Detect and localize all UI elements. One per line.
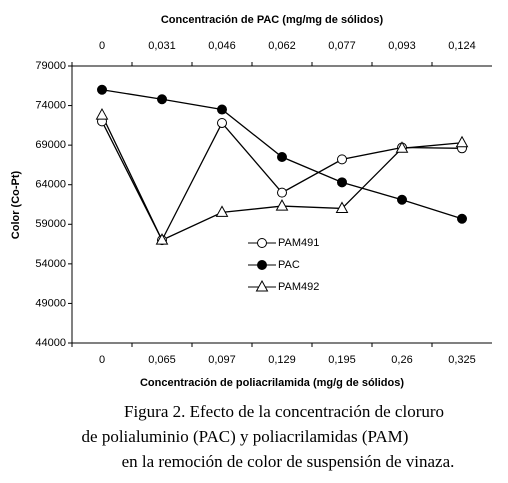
marker — [275, 199, 289, 211]
marker — [277, 187, 287, 198]
x-tick-label: 0,195 — [328, 354, 356, 366]
marker — [155, 233, 169, 245]
x-axis-title: Concentración de poliacrilamida (mg/g de… — [140, 377, 404, 389]
marker — [95, 108, 109, 120]
caption-line: en la remoción de color de suspensión de… — [122, 452, 455, 471]
marker — [337, 154, 347, 165]
caption-line: de polialuminio (PAC) y poliacrilamidas … — [82, 427, 409, 446]
y-tick-label: 59000 — [35, 218, 66, 230]
marker — [335, 201, 349, 213]
y-tick-label: 54000 — [35, 258, 66, 270]
marker — [157, 94, 167, 105]
y-tick-label: 64000 — [35, 179, 66, 191]
series-line — [101, 121, 463, 242]
x-tick-label: 0 — [99, 354, 105, 366]
x-tick-label: 0,325 — [448, 354, 476, 366]
marker — [457, 213, 467, 224]
top-tick-label: 0 — [99, 40, 105, 52]
y-tick-label: 49000 — [35, 297, 66, 309]
marker — [395, 141, 409, 153]
top-tick-label: 0,093 — [388, 40, 416, 52]
marker — [397, 194, 407, 205]
marker — [217, 117, 227, 128]
top-axis-title: Concentración de PAC (mg/mg de sólidos) — [161, 14, 384, 26]
x-tick-label: 0,129 — [268, 354, 296, 366]
marker — [455, 135, 469, 148]
y-tick-label: 79000 — [35, 60, 66, 72]
top-tick-label: 0,062 — [268, 40, 296, 52]
top-tick-label: 0,077 — [328, 40, 356, 52]
top-tick-label: 0,031 — [148, 40, 176, 52]
x-tick-label: 0,065 — [148, 354, 176, 366]
marker — [257, 260, 267, 270]
marker — [97, 84, 107, 95]
marker — [257, 238, 267, 248]
marker — [215, 205, 229, 217]
marker — [255, 279, 269, 292]
top-tick-label: 0,124 — [448, 40, 476, 52]
x-tick-label: 0,26 — [391, 354, 412, 366]
top-tick-label: 0,046 — [208, 40, 236, 52]
legend-label: PAM492 — [278, 281, 319, 293]
legend-label: PAC — [278, 259, 300, 271]
caption-line: Figura 2. Efecto de la concentración de … — [124, 402, 444, 421]
series-line — [101, 114, 463, 241]
y-tick-label: 44000 — [35, 337, 66, 349]
y-tick-label: 74000 — [35, 99, 66, 111]
y-tick-label: 69000 — [35, 139, 66, 151]
marker — [277, 152, 287, 163]
legend-label: PAM491 — [278, 237, 319, 249]
marker — [217, 104, 227, 115]
marker — [337, 177, 347, 188]
y-axis-title: Color (Co-Pt) — [10, 170, 22, 239]
x-tick-label: 0,097 — [208, 354, 236, 366]
